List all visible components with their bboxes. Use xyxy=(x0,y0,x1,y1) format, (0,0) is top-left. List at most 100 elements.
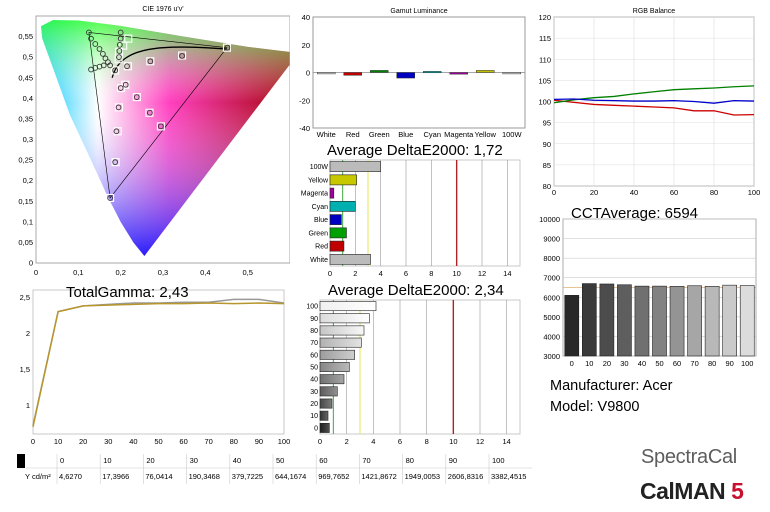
cie-y-tick: 0 xyxy=(29,259,33,268)
gamut-x-label: Blue xyxy=(398,130,413,139)
de1-x-tick: 0 xyxy=(328,269,332,278)
cie-measured-point xyxy=(86,29,92,36)
cie-x-tick: 0,3 xyxy=(158,268,168,277)
calman-logo-text: CalMAN xyxy=(640,478,726,504)
gamma-series-line xyxy=(32,302,285,427)
gamma-chart: 1 1,5 2 2,5 0 10 20 30 40 50 60 70 80 90 100 xyxy=(20,289,290,446)
cie-gamut-shade xyxy=(41,20,290,257)
de1-x-tick: 6 xyxy=(404,269,408,278)
cie-target-square xyxy=(106,193,115,203)
gamut-x-label: Green xyxy=(369,130,390,139)
gamma-x-tick: 80 xyxy=(230,437,238,446)
luminance-table: 0 4,6270 10 17,3966 20 76,0414 30 190,3468 40 379… xyxy=(17,454,533,484)
cie-measured-point xyxy=(133,94,140,100)
rgb-series-line xyxy=(553,99,755,116)
table-value-cell: 379,7225 xyxy=(232,472,263,481)
de1-x-tick: 4 xyxy=(379,269,383,278)
table-header-cell: 90 xyxy=(449,456,457,465)
cie-target-triangle xyxy=(88,32,228,199)
cct-x-label: 0 xyxy=(570,359,574,368)
cie-target-square xyxy=(119,41,128,50)
spectracal-logo: SpectraCal xyxy=(641,446,737,468)
cie-measured-point xyxy=(115,104,122,111)
cie-measured-point xyxy=(147,109,153,116)
table-header-cell: 30 xyxy=(190,456,198,465)
table-header-cell: 10 xyxy=(103,456,111,465)
table-row-label: Y cd/m² xyxy=(25,472,51,481)
gamut-bar xyxy=(396,72,415,79)
rgb-x-tick: 40 xyxy=(630,188,638,197)
de1-category-label: Cyan xyxy=(312,204,328,211)
gamut-y-tick: -20 xyxy=(299,96,310,105)
deltae-colors-title: Average DeltaE2000: 1,72 xyxy=(327,142,503,159)
cct-bar xyxy=(599,283,615,357)
cct-bar xyxy=(722,284,737,357)
cie-x-tick: 0,1 xyxy=(73,268,83,277)
cct-x-label: 10 xyxy=(585,359,593,368)
cie-measured-point xyxy=(122,81,129,88)
cie-target-square xyxy=(121,80,130,89)
cie-x-tick: 0,2 xyxy=(115,268,125,277)
gamut-x-label: Yellow xyxy=(475,130,497,139)
cie-target-square xyxy=(132,93,141,102)
table-header-cell: 100 xyxy=(492,456,505,465)
cct-y-tick: 8000 xyxy=(543,254,560,263)
cct-bar xyxy=(704,286,720,357)
rgb-y-tick: 110 xyxy=(539,55,551,64)
de2-x-tick: 14 xyxy=(502,437,510,446)
cct-y-tick: 5000 xyxy=(543,313,560,322)
cie-title: CIE 1976 u'v' xyxy=(142,6,183,13)
cct-x-label: 30 xyxy=(620,359,628,368)
gamut-bar xyxy=(476,70,495,73)
cie-measured-point xyxy=(124,63,130,70)
rgb-y-tick: 120 xyxy=(538,13,551,22)
gamut-x-label: White xyxy=(317,130,336,139)
de2-bar xyxy=(319,410,329,421)
de2-category-label: 20 xyxy=(310,401,318,408)
cie-measured-point xyxy=(112,159,119,165)
de2-category-label: 40 xyxy=(310,377,318,384)
cct-y-tick: 3000 xyxy=(543,352,560,361)
rgb-series-line xyxy=(553,98,755,104)
table-value-cell: 76,0414 xyxy=(145,472,172,481)
de1-bar xyxy=(329,161,381,172)
de1-bar xyxy=(329,240,345,252)
cie-measured-point xyxy=(179,53,185,59)
de2-bar xyxy=(319,301,377,312)
rgb-y-tick: 105 xyxy=(538,76,551,85)
gamut-x-label: 100W xyxy=(502,130,523,139)
de1-x-tick: 10 xyxy=(452,269,460,278)
cie-measured-point xyxy=(92,41,99,47)
cie-y-tick: 0,25 xyxy=(18,156,33,165)
cie-measured-point xyxy=(116,41,123,48)
de1-bar xyxy=(329,214,342,225)
gamma-x-tick: 30 xyxy=(104,437,112,446)
gamma-y-tick: 1 xyxy=(26,401,30,410)
table-header-cell: 50 xyxy=(276,456,284,465)
cct-y-tick: 7000 xyxy=(543,274,560,283)
de2-category-label: 80 xyxy=(310,328,318,335)
gamma-y-tick: 2,5 xyxy=(20,293,30,302)
cie-y-tick: 0,35 xyxy=(18,114,33,123)
cie-measured-point xyxy=(117,29,124,36)
cct-x-label: 50 xyxy=(655,359,663,368)
rgb-y-tick: 85 xyxy=(543,161,551,170)
cie-target-square xyxy=(156,122,165,131)
table-header-cell: 0 xyxy=(60,456,64,465)
cct-bar xyxy=(669,286,685,357)
de2-category-label: 50 xyxy=(310,365,318,372)
cie-target-square xyxy=(114,103,124,112)
gamut-y-tick: 40 xyxy=(302,13,310,22)
cct-x-label: 20 xyxy=(603,359,611,368)
gamma-frame xyxy=(32,289,285,435)
gamma-x-tick: 10 xyxy=(54,437,62,446)
de2-x-tick: 6 xyxy=(398,437,402,446)
cct-chart: 3000 4000 5000 6000 7000 8000 9000 10000 0 10 20 30… xyxy=(539,215,757,368)
gamut-bar xyxy=(317,72,336,75)
cie-measured-point xyxy=(113,128,120,135)
cie-y-tick: 0,45 xyxy=(18,73,33,82)
de2-category-label: 100 xyxy=(306,304,318,311)
de2-bar xyxy=(319,349,355,360)
cie-measured-point xyxy=(117,85,124,91)
